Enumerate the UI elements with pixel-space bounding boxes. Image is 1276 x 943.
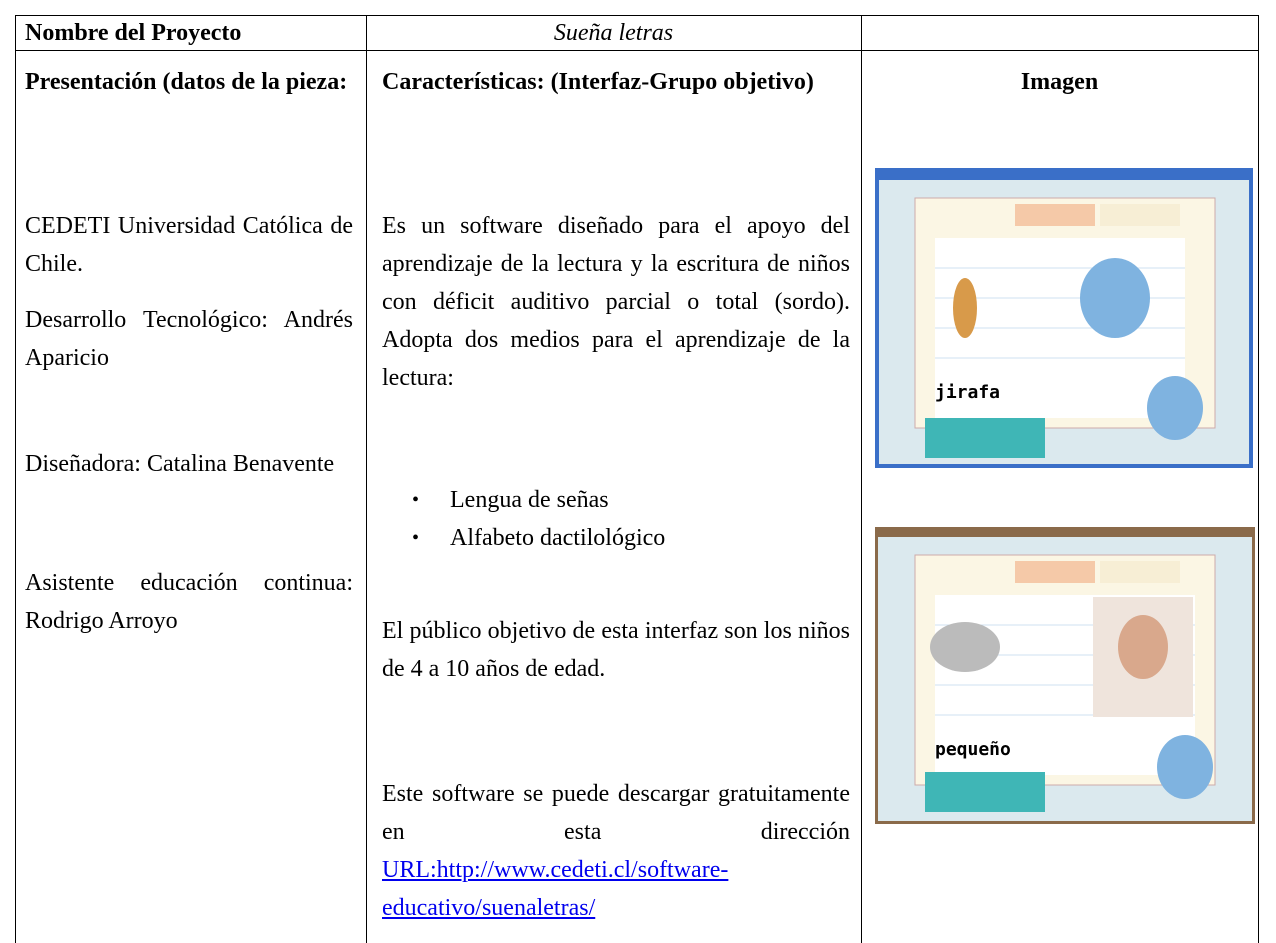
paragraph: El público objetivo de esta interfaz son…: [382, 618, 850, 682]
project-name: Sueña letras: [553, 20, 674, 46]
paragraph: Es un software diseñado para el apoyo de…: [382, 213, 850, 391]
bullet-list: Lengua de señas Alfabeto dactilológico: [450, 481, 850, 557]
paragraph: CEDETI Universidad Católica de Chile.: [25, 213, 353, 277]
image-word: jirafa: [935, 382, 1000, 403]
bullet: Alfabeto dactilológico: [450, 519, 850, 557]
paragraph: Asistente educación continua: Rodrigo Ar…: [25, 570, 353, 634]
border: [366, 15, 367, 943]
screenshot: pequeño: [875, 527, 1255, 824]
border: [15, 15, 16, 943]
paragraph: Diseñadora: Catalina Benavente: [25, 451, 335, 477]
image-word: pequeño: [935, 739, 1011, 760]
border: [1258, 15, 1259, 943]
column-header: Presentación (datos de la pieza:: [25, 69, 348, 95]
border: [861, 15, 862, 943]
column-header: Imagen: [1020, 69, 1099, 95]
border: [15, 15, 1259, 16]
text: Este software se puede descargar gratuit…: [382, 781, 850, 845]
paragraph: Este software se puede descargar gratuit…: [382, 775, 850, 927]
screenshot: jirafa: [875, 168, 1253, 468]
border: [15, 50, 1259, 51]
paragraph: Desarrollo Tecnológico: Andrés Aparicio: [25, 307, 353, 371]
project-label: Nombre del Proyecto: [25, 20, 242, 46]
link[interactable]: URL:http://www.cedeti.cl/software-educat…: [382, 857, 729, 921]
bullet: Lengua de señas: [450, 481, 850, 519]
column-header: Características: (Interfaz-Grupo objetiv…: [382, 69, 814, 95]
